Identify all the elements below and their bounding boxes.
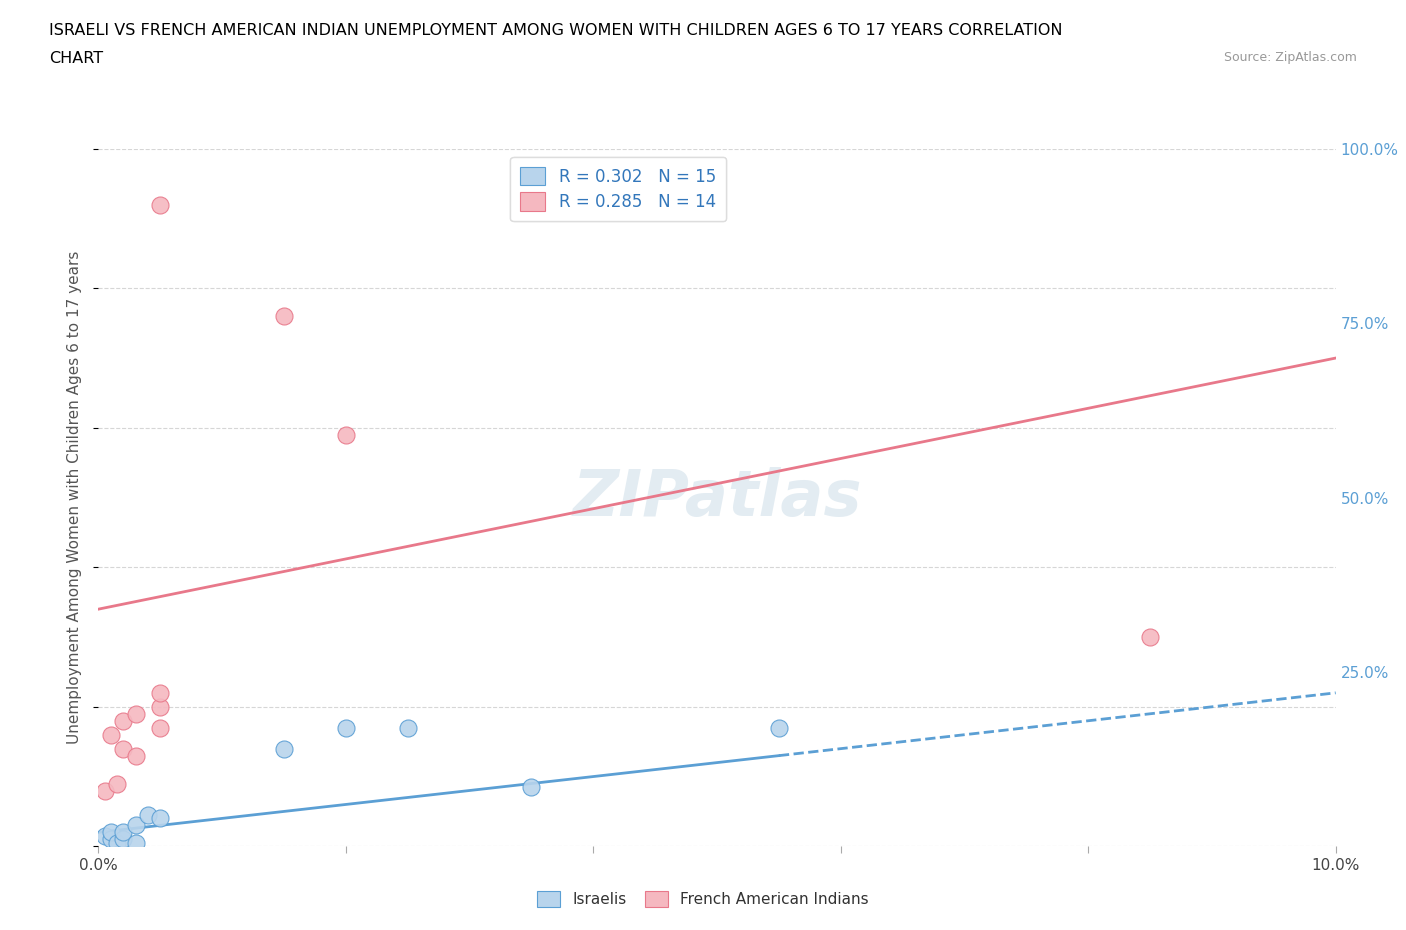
Y-axis label: Unemployment Among Women with Children Ages 6 to 17 years: Unemployment Among Women with Children A… [67, 251, 83, 744]
Point [105, 835, 128, 850]
Point [335, 721, 357, 736]
Point [100, 832, 122, 847]
Point [93, 783, 115, 798]
Point [396, 721, 419, 736]
Point [105, 776, 128, 790]
Point [93, 829, 115, 844]
Point [112, 741, 135, 756]
Text: ISRAELI VS FRENCH AMERICAN INDIAN UNEMPLOYMENT AMONG WOMEN WITH CHILDREN AGES 6 : ISRAELI VS FRENCH AMERICAN INDIAN UNEMPL… [49, 23, 1063, 38]
Point [149, 699, 172, 714]
Legend: R = 0.302   N = 15, R = 0.285   N = 14: R = 0.302 N = 15, R = 0.285 N = 14 [510, 157, 725, 221]
Text: CHART: CHART [49, 51, 103, 66]
Text: ZIPatlas: ZIPatlas [572, 467, 862, 528]
Point [1139, 630, 1161, 644]
Point [112, 825, 135, 840]
Point [149, 811, 172, 826]
Point [100, 825, 122, 840]
Text: Source: ZipAtlas.com: Source: ZipAtlas.com [1223, 51, 1357, 64]
Point [112, 832, 135, 847]
Point [100, 727, 122, 742]
Point [112, 713, 135, 728]
Point [124, 707, 146, 722]
Point [149, 197, 172, 212]
Point [273, 741, 295, 756]
Point [149, 685, 172, 700]
Point [768, 721, 790, 736]
Point [149, 721, 172, 736]
Point [273, 309, 295, 324]
Point [124, 748, 146, 763]
Point [335, 428, 357, 443]
Point [124, 835, 146, 850]
Legend: Israelis, French American Indians: Israelis, French American Indians [531, 884, 875, 913]
Point [520, 779, 543, 794]
Point [136, 807, 159, 822]
Point [124, 818, 146, 833]
